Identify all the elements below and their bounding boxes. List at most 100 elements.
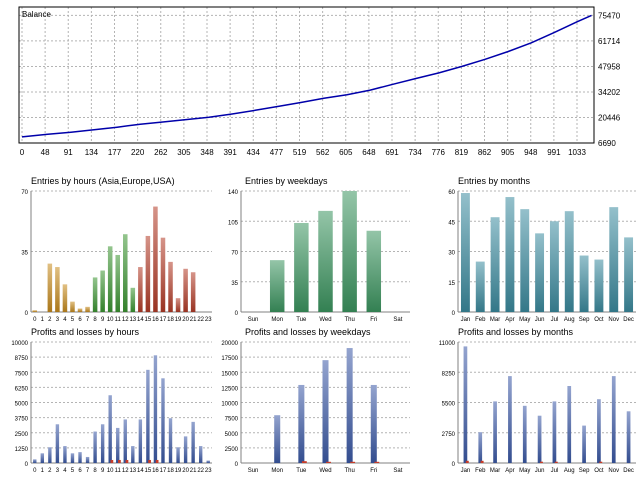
bar [609, 207, 619, 312]
y-tick-label: 6250 [15, 386, 29, 392]
profit-bar [85, 456, 90, 463]
pl-months-title: Profits and losses by months [458, 327, 574, 337]
x-tick-label: 18 [167, 468, 174, 474]
bar [100, 270, 105, 312]
profit-bar [146, 369, 150, 463]
x-tick-label: 12 [122, 317, 129, 323]
y-tick-label: 35 [231, 281, 238, 287]
y-tick-label: 6690 [598, 139, 616, 148]
x-tick-label: Jun [535, 317, 545, 323]
profit-bar [370, 384, 377, 463]
bar [520, 209, 530, 312]
profit-bar [138, 419, 143, 463]
x-tick-label: 23 [205, 317, 212, 323]
x-tick-label: 905 [501, 148, 515, 157]
loss-bar [539, 461, 543, 463]
y-tick-label: 0 [25, 462, 29, 468]
y-tick-label: 70 [231, 251, 238, 257]
x-tick-label: 48 [41, 148, 50, 157]
x-tick-label: 691 [385, 148, 399, 157]
x-tick-label: 18 [167, 317, 174, 323]
bar [55, 267, 60, 312]
profit-bar [153, 355, 158, 463]
x-tick-label: 0 [33, 468, 37, 474]
x-tick-label: 11 [115, 317, 122, 323]
bar [32, 310, 38, 312]
y-tick-label: 61714 [598, 37, 621, 46]
bar [269, 260, 285, 312]
x-tick-label: Dec [623, 468, 634, 474]
profit-bar [346, 348, 353, 463]
bar [579, 255, 589, 312]
x-tick-label: 4 [63, 468, 67, 474]
x-tick-label: 91 [64, 148, 73, 157]
x-tick-label: 16 [152, 317, 159, 323]
bar [153, 206, 158, 312]
loss-bar [480, 460, 484, 463]
bar [505, 197, 515, 312]
profit-bar [131, 446, 135, 463]
profit-bar [597, 399, 601, 463]
y-tick-label: 20000 [221, 341, 238, 347]
y-tick-label: 15000 [221, 371, 238, 377]
profit-bar [274, 415, 281, 463]
bar [107, 246, 113, 312]
y-tick-label: 2500 [15, 432, 29, 438]
profit-bar [537, 415, 542, 463]
x-tick-label: 434 [247, 148, 261, 157]
profit-bar [70, 453, 75, 463]
profit-bar [611, 376, 616, 463]
x-tick-label: 134 [85, 148, 99, 157]
x-tick-label: 20 [182, 317, 189, 323]
x-tick-label: Apr [505, 317, 514, 323]
y-tick-label: 0 [25, 311, 29, 317]
bar [475, 261, 485, 312]
y-tick-label: 11000 [439, 341, 456, 347]
loss-bar [350, 461, 356, 463]
bar [183, 268, 188, 312]
x-tick-label: 648 [362, 148, 376, 157]
y-tick-label: 5000 [225, 432, 239, 438]
bar [92, 277, 98, 312]
loss-bar [554, 461, 558, 463]
x-tick-label: Mar [490, 317, 500, 323]
x-tick-label: Thu [344, 468, 354, 474]
x-tick-label: 22 [197, 317, 204, 323]
loss-bar [326, 461, 331, 463]
profit-bar [55, 424, 60, 463]
profit-bar [463, 346, 468, 463]
x-tick-label: 776 [432, 148, 446, 157]
x-tick-label: 17 [160, 317, 167, 323]
x-tick-label: Jul [551, 317, 559, 323]
x-tick-label: Feb [475, 317, 486, 323]
profit-bar [63, 446, 67, 463]
y-tick-label: 60 [448, 190, 455, 196]
y-tick-label: 7500 [225, 417, 239, 423]
x-tick-label: 262 [154, 148, 168, 157]
x-tick-label: Jan [461, 468, 471, 474]
y-tick-label: 5500 [442, 402, 456, 408]
x-tick-label: 10 [107, 468, 114, 474]
profit-bar [161, 378, 165, 463]
y-tick-label: 7500 [15, 371, 29, 377]
profit-bar [176, 447, 180, 463]
x-tick-label: 220 [131, 148, 145, 157]
bar [77, 308, 83, 312]
profit-bar [48, 447, 52, 463]
balance-line [21, 14, 592, 138]
bar [70, 301, 75, 312]
x-tick-label: 7 [86, 317, 90, 323]
y-tick-label: 1250 [15, 447, 29, 453]
x-tick-label: 10 [107, 317, 114, 323]
x-tick-label: Sun [248, 468, 259, 474]
y-tick-label: 0 [235, 311, 239, 317]
profit-bar [100, 424, 105, 463]
profit-bar [191, 421, 195, 463]
x-tick-label: Jan [461, 317, 471, 323]
y-tick-label: 35 [21, 251, 28, 257]
y-tick-label: 17500 [221, 356, 238, 362]
x-tick-label: 21 [190, 317, 197, 323]
x-tick-label: 734 [408, 148, 422, 157]
x-tick-label: Nov [608, 317, 619, 323]
x-tick-label: Thu [344, 317, 354, 323]
